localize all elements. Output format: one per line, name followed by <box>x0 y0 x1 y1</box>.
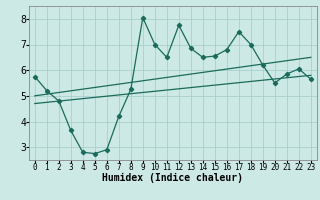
X-axis label: Humidex (Indice chaleur): Humidex (Indice chaleur) <box>102 173 243 183</box>
